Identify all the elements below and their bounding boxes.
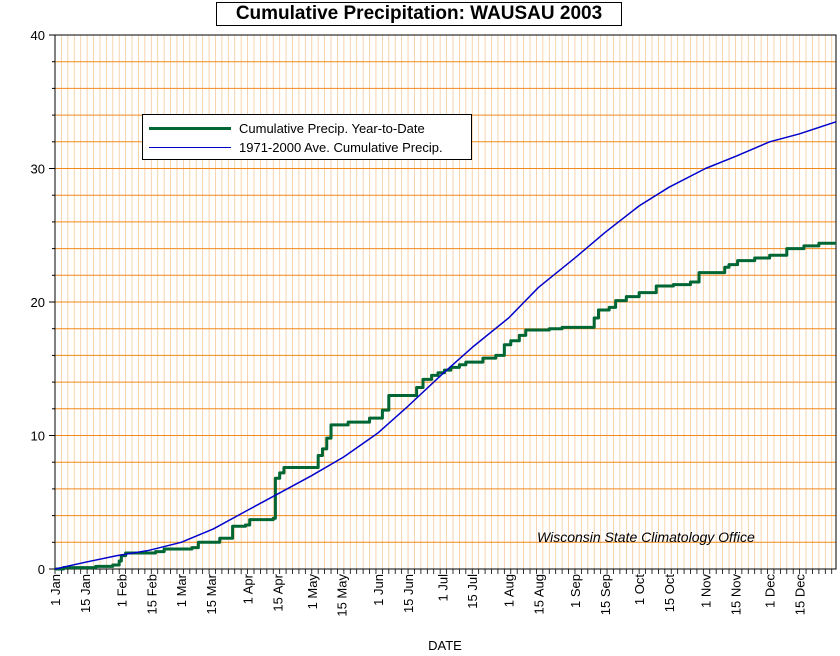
x-tick-label: 1 Dec (763, 574, 778, 608)
y-tick-label: 20 (31, 295, 45, 310)
x-tick-label: 15 Dec (793, 574, 808, 616)
x-tick-label: 15 Oct (662, 574, 677, 613)
x-tick-label: 1 Mar (174, 573, 189, 607)
x-tick-label: 1 Jan (48, 574, 63, 606)
x-tick-label: 1 Aug (502, 574, 517, 607)
y-axis: 0 10 20 30 40 (31, 28, 55, 577)
legend-entry-normal: 1971-2000 Ave. Cumulative Precip. (149, 138, 443, 156)
y-tick-label: 0 (38, 562, 45, 577)
legend-label-normal: 1971-2000 Ave. Cumulative Precip. (239, 139, 443, 155)
x-tick-label: 15 Apr (271, 573, 286, 611)
x-tick-label: 15 Sep (598, 574, 613, 615)
x-tick-label: 15 Nov (728, 574, 743, 616)
x-tick-label: 1 Sep (568, 574, 583, 608)
series-layer (54, 121, 837, 571)
x-tick-label: 15 Mar (204, 573, 219, 614)
x-tick-label: 1 Oct (632, 574, 647, 605)
legend-swatch-normal (149, 146, 231, 148)
series-line-ytd (55, 241, 836, 571)
source-annotation: Wisconsin State Climatology Office (537, 529, 755, 545)
legend: Cumulative Precip. Year-to-Date 1971-200… (142, 114, 472, 160)
x-tick-label: 15 Jan (78, 574, 93, 613)
x-tick-label: 15 Jul (465, 574, 480, 609)
x-tick-label: 1 Jun (371, 574, 386, 606)
legend-label-ytd: Cumulative Precip. Year-to-Date (239, 120, 425, 136)
x-axis: 1 Jan 15 Jan 1 Feb 15 Feb 1 Mar 15 Mar 1 Apr 15… (48, 569, 833, 617)
y-tick-label: 10 (31, 429, 45, 444)
x-axis-label: DATE (428, 638, 462, 653)
legend-swatch-ytd (149, 126, 231, 130)
legend-entry-ytd: Cumulative Precip. Year-to-Date (149, 119, 425, 137)
x-tick-label: 1 Nov (698, 574, 713, 608)
x-tick-label: 15 Aug (532, 574, 547, 615)
x-tick-label: 15 Feb (144, 574, 159, 614)
x-tick-label: 1 May (305, 574, 320, 610)
major-grid-lines (55, 61, 836, 543)
y-tick-label: 30 (31, 162, 45, 177)
chart-title: Cumulative Precipitation: WAUSAU 2003 (216, 2, 622, 26)
x-tick-label: 15 Jun (401, 574, 416, 613)
x-tick-label: 1 Jul (435, 574, 450, 602)
x-tick-label: 1 Feb (114, 574, 129, 607)
series-line-normal (54, 121, 837, 570)
x-tick-label: 15 May (335, 574, 350, 617)
x-tick-label: 1 Apr (241, 573, 256, 604)
y-tick-label: 40 (31, 28, 45, 43)
